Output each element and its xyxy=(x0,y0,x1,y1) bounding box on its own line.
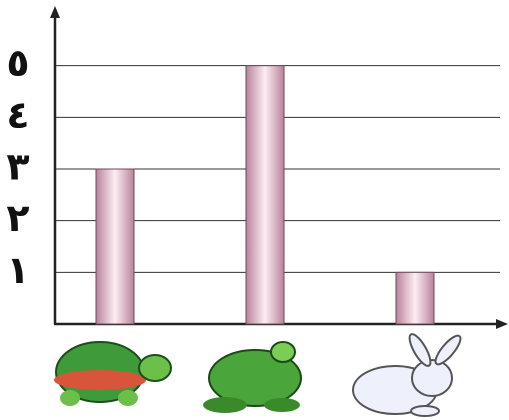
y-tick-label: ٣ xyxy=(6,145,29,189)
rabbit-icon xyxy=(352,333,462,417)
y-tick-label: ٢ xyxy=(6,196,29,240)
bar xyxy=(395,271,435,325)
turtle-icon xyxy=(54,341,172,406)
y-arrow xyxy=(50,6,60,18)
y-tick-label: ٥ xyxy=(6,41,29,85)
y-tick-label: ٤ xyxy=(6,93,29,137)
bar xyxy=(245,65,285,325)
frog-icon xyxy=(203,341,302,413)
x-arrow xyxy=(496,319,508,329)
bar xyxy=(95,168,135,325)
y-tick-label: ١ xyxy=(6,248,29,292)
